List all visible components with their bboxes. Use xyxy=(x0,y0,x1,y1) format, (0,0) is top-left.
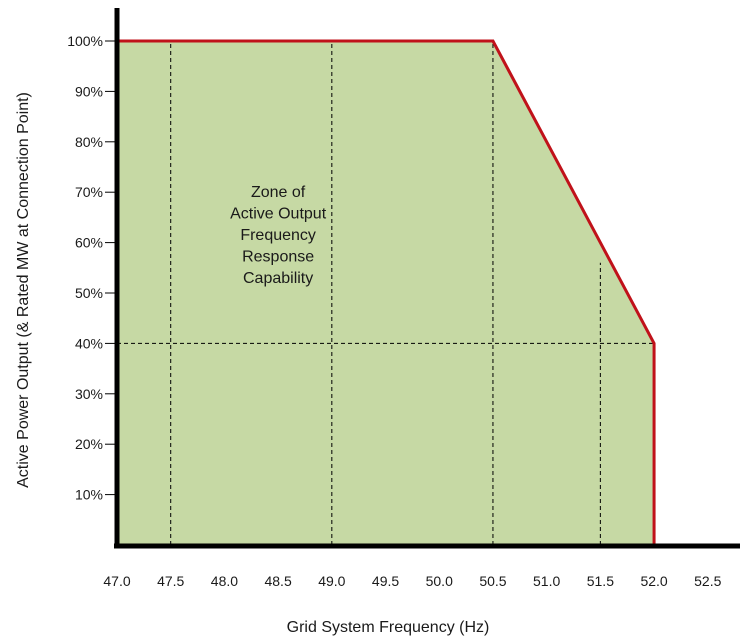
x-tick-label: 52.0 xyxy=(640,573,667,589)
y-tick-label: 20% xyxy=(75,436,103,452)
zone-annotation-line: Zone of xyxy=(251,184,306,201)
y-tick-label: 70% xyxy=(75,184,103,200)
y-tick-label: 40% xyxy=(75,335,103,351)
x-axis-label: Grid System Frequency (Hz) xyxy=(287,619,490,636)
x-tick-label: 48.0 xyxy=(211,573,238,589)
y-tick-label: 60% xyxy=(75,235,103,251)
y-tick-labels: 10% 20% 30% 40% 50% 60% 70% 80% 90% 100% xyxy=(67,33,117,503)
x-tick-label: 51.0 xyxy=(533,573,560,589)
plot-area xyxy=(117,41,655,545)
x-tick-label: 50.5 xyxy=(479,573,506,589)
reference-lines xyxy=(117,41,655,545)
y-tick-label: 80% xyxy=(75,134,103,150)
capability-boundary-line xyxy=(117,39,656,545)
zone-annotation: Zone of Active Output Frequency Response Cap… xyxy=(230,184,327,287)
x-tick-label: 47.5 xyxy=(157,573,184,589)
y-tick-label: 100% xyxy=(67,33,103,49)
x-tick-label: 49.5 xyxy=(372,573,399,589)
x-tick-label: 48.5 xyxy=(264,573,291,589)
zone-annotation-line: Frequency xyxy=(240,227,316,244)
x-tick-label: 50.0 xyxy=(426,573,453,589)
y-tick-label: 10% xyxy=(75,487,103,503)
y-tick-label: 30% xyxy=(75,386,103,402)
x-tick-label: 52.5 xyxy=(694,573,721,589)
capability-zone-fill xyxy=(117,41,655,545)
zone-annotation-line: Capability xyxy=(243,270,313,287)
zone-annotation-line: Response xyxy=(242,249,314,266)
axes xyxy=(114,8,740,549)
x-tick-labels: 47.0 47.5 48.0 48.5 49.0 49.5 50.0 50.5 51.0 51.5… xyxy=(103,573,721,589)
y-tick-label: 90% xyxy=(75,83,103,99)
x-tick-label: 49.0 xyxy=(318,573,345,589)
zone-annotation-line: Active Output xyxy=(230,206,327,223)
y-tick-label: 50% xyxy=(75,285,103,301)
y-axis-label: Active Power Output (& Rated MW at Conne… xyxy=(15,92,32,488)
x-tick-label: 51.5 xyxy=(587,573,614,589)
x-tick-label: 47.0 xyxy=(103,573,130,589)
